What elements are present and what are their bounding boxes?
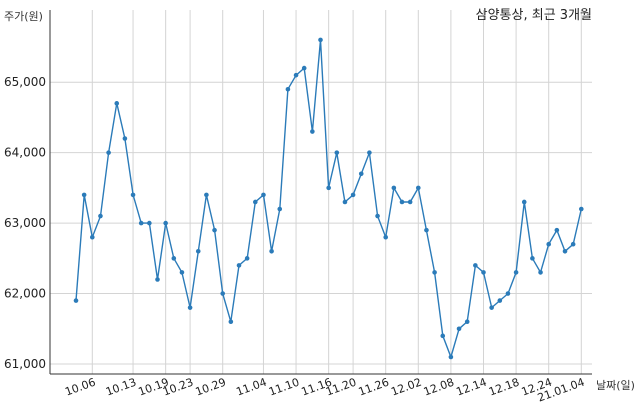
x-tick-label: 12.02 — [389, 376, 423, 399]
data-point — [350, 192, 356, 198]
data-point — [570, 241, 576, 247]
data-point — [179, 270, 185, 275]
x-tick-label: 11.26 — [357, 376, 391, 399]
data-point — [155, 277, 160, 282]
data-point — [383, 234, 389, 240]
y-tick-label: 63,000 — [4, 216, 46, 230]
data-point — [375, 213, 380, 219]
axes — [49, 10, 592, 375]
data-point — [391, 185, 397, 191]
data-point — [432, 270, 437, 275]
data-point — [424, 227, 429, 233]
data-point — [562, 248, 568, 254]
data-point — [253, 199, 258, 205]
data-point — [285, 86, 291, 92]
data-point — [204, 192, 209, 198]
data-point — [440, 333, 446, 339]
data-point — [236, 263, 242, 268]
x-tick-label: 12.08 — [422, 376, 456, 399]
data-point — [244, 256, 250, 261]
x-tick-label: 10.13 — [104, 376, 138, 399]
data-point — [163, 220, 168, 226]
data-point — [277, 206, 283, 212]
data-point — [293, 72, 299, 78]
data-point — [497, 298, 503, 303]
data-point — [342, 199, 348, 205]
x-tick-label: 10.06 — [63, 376, 97, 399]
data-point — [464, 319, 470, 325]
data-point — [334, 150, 340, 155]
data-point — [187, 305, 193, 310]
data-point — [212, 227, 217, 233]
grid-lines — [50, 10, 592, 374]
y-tick-label: 61,000 — [4, 357, 46, 371]
data-point — [546, 241, 551, 247]
x-axis-label: 날짜(일) — [596, 378, 635, 392]
x-tick-label: 11.04 — [234, 376, 268, 399]
y-axis-label: 주가(원) — [4, 10, 43, 23]
data-point — [554, 227, 560, 233]
data-point — [481, 270, 486, 275]
data-point — [147, 220, 152, 226]
data-point — [358, 171, 364, 177]
data-point — [505, 291, 511, 296]
data-point — [456, 326, 462, 332]
data-point — [138, 220, 144, 226]
price-series — [73, 37, 584, 360]
y-tick-labels: 61,000 62,000 63,000 64,000 65,000 — [4, 75, 46, 371]
data-point — [73, 298, 79, 303]
data-point — [538, 270, 543, 275]
chart-title: 삼양통상, 최근 3개월 — [476, 8, 592, 23]
data-point — [269, 248, 274, 254]
y-tick-label: 64,000 — [4, 146, 46, 160]
data-point — [399, 199, 405, 205]
data-point — [261, 192, 266, 198]
data-point — [489, 305, 494, 310]
data-point — [448, 354, 454, 360]
data-point — [473, 263, 478, 268]
data-point — [579, 206, 584, 212]
data-point — [301, 65, 307, 71]
data-point — [367, 150, 372, 155]
x-tick-label: 11.10 — [267, 376, 301, 399]
data-point — [416, 185, 421, 191]
data-point — [513, 270, 519, 275]
data-point — [171, 256, 177, 261]
x-tick-label: 10.29 — [194, 376, 228, 399]
y-tick-label: 65,000 — [4, 75, 46, 89]
data-point — [130, 192, 136, 198]
data-point — [220, 291, 225, 296]
data-point — [81, 192, 87, 198]
data-point — [98, 213, 103, 219]
data-point — [521, 199, 527, 205]
data-point — [318, 37, 323, 43]
data-point — [530, 256, 535, 261]
data-point — [407, 199, 413, 205]
data-point — [90, 234, 95, 240]
data-point — [326, 185, 331, 191]
data-point — [114, 101, 120, 106]
x-tick-label: 12.14 — [454, 376, 488, 399]
x-tick-label: 12.18 — [487, 376, 521, 399]
data-point — [228, 319, 234, 325]
data-point — [106, 150, 111, 155]
data-point — [195, 248, 201, 254]
y-tick-label: 62,000 — [4, 287, 46, 301]
data-point — [310, 129, 315, 134]
data-point — [122, 136, 128, 141]
